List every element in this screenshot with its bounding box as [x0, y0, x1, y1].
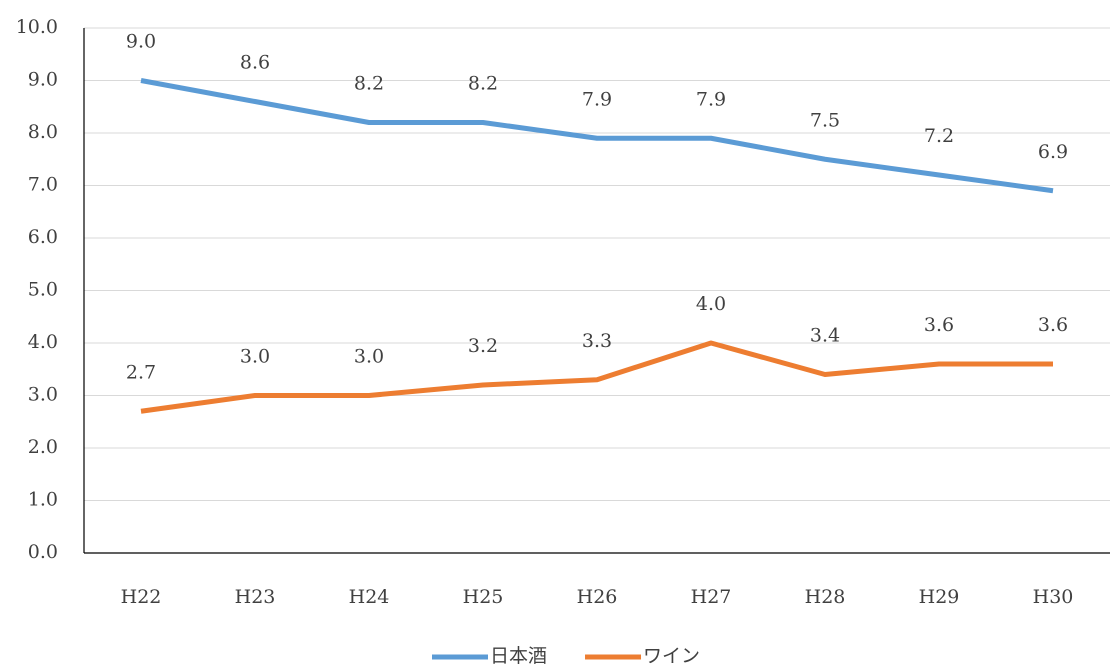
x-tick-label: H25: [463, 586, 504, 608]
y-tick-label: 9.0: [28, 69, 58, 91]
data-label: 7.5: [810, 109, 840, 131]
data-label: 6.9: [1038, 141, 1068, 163]
data-label: 3.2: [468, 335, 498, 357]
y-tick-label: 0.0: [28, 541, 58, 563]
data-label: 3.6: [1038, 314, 1068, 336]
data-label: 3.6: [924, 314, 954, 336]
y-tick-label: 5.0: [28, 279, 58, 301]
x-tick-label: H24: [349, 586, 390, 608]
data-label: 8.6: [240, 52, 270, 74]
x-tick-label: H22: [121, 586, 162, 608]
y-tick-label: 3.0: [28, 384, 58, 406]
data-label: 7.2: [924, 125, 954, 147]
data-label: 4.0: [696, 293, 726, 315]
x-tick-label: H26: [577, 586, 618, 608]
data-label: 9.0: [126, 31, 156, 53]
series-line: [140, 78, 1054, 194]
data-label: 3.0: [240, 346, 270, 368]
y-tick-label: 6.0: [28, 226, 58, 248]
legend-label: 日本酒: [490, 645, 547, 666]
y-tick-label: 1.0: [28, 489, 58, 511]
y-tick-label: 8.0: [28, 121, 58, 143]
x-tick-label: H27: [691, 586, 732, 608]
series-line: [140, 340, 1053, 414]
data-label: 3.3: [582, 330, 612, 352]
data-label: 3.0: [354, 346, 384, 368]
y-tick-label: 7.0: [28, 174, 58, 196]
data-label: 2.7: [126, 361, 156, 383]
x-tick-label: H30: [1033, 586, 1074, 608]
data-label: 7.9: [696, 88, 726, 110]
data-label: 7.9: [582, 88, 612, 110]
y-tick-label: 2.0: [28, 436, 58, 458]
data-label: 8.2: [468, 73, 498, 95]
y-tick-label: 4.0: [28, 331, 58, 353]
data-label: 3.4: [810, 325, 840, 347]
x-tick-label: H28: [805, 586, 846, 608]
y-tick-label: 10.0: [16, 16, 58, 38]
x-tick-label: H29: [919, 586, 960, 608]
legend-label: ワイン: [643, 645, 700, 666]
data-label: 8.2: [354, 73, 384, 95]
x-tick-label: H23: [235, 586, 276, 608]
